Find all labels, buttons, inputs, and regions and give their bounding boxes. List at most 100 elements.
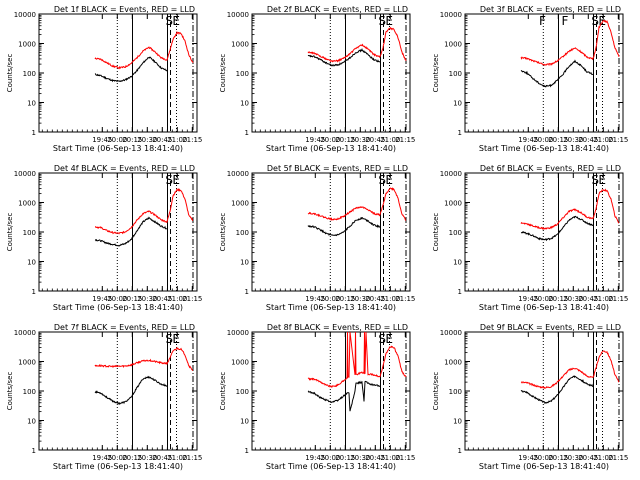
- y-tick-label: 10: [240, 418, 249, 426]
- axes-frame: [251, 172, 411, 292]
- x-tick-label: 20:45: [578, 295, 598, 303]
- x-tick-label: 21:00: [593, 295, 613, 303]
- x-tick-label: 21:15: [182, 295, 202, 303]
- y-tick-label: 100: [449, 388, 462, 396]
- x-axis-label: Start Time (06-Sep-13 18:41:40): [266, 144, 396, 153]
- panel-title: Det 8f BLACK = Events, RED = LLD: [267, 323, 408, 332]
- x-tick-label: 20:00: [107, 295, 127, 303]
- y-tick-label: 10: [240, 100, 249, 108]
- x-axis-label: Start Time (06-Sep-13 18:41:40): [479, 303, 609, 312]
- y-tick-label: 1: [458, 447, 462, 455]
- y-tick-label: 10: [27, 100, 36, 108]
- y-tick-label: 1: [458, 288, 462, 296]
- x-tick-label: 20:15: [122, 136, 142, 144]
- y-tick-label: 10: [453, 418, 462, 426]
- x-tick-label: 20:00: [320, 295, 340, 303]
- x-tick-label: 20:30: [350, 454, 370, 462]
- x-tick-label: 21:15: [182, 136, 202, 144]
- y-tick-label: 10: [27, 259, 36, 267]
- y-tick-label: 1: [245, 288, 249, 296]
- x-tick-label: 19:45: [92, 136, 112, 144]
- panel-det-7f: Det 7f BLACK = Events, RED = LLD 1 10 100 10…: [6, 323, 202, 471]
- x-tick-label: 19:45: [518, 136, 538, 144]
- series-line-lld: [94, 346, 194, 371]
- y-tick-label: 100: [449, 229, 462, 237]
- y-tick-label: 10000: [440, 11, 462, 19]
- x-tick-label: 20:00: [107, 454, 127, 462]
- region-label: F: [539, 14, 546, 28]
- x-tick-label: 20:45: [365, 454, 385, 462]
- y-axis-label: Counts/sec: [219, 372, 227, 411]
- x-tick-label: 20:45: [578, 454, 598, 462]
- region-label: E: [385, 332, 393, 346]
- x-tick-label: 21:00: [167, 136, 187, 144]
- series-line-events: [94, 375, 168, 406]
- y-tick-label: 10000: [227, 11, 249, 19]
- region-label: E: [172, 173, 180, 187]
- y-tick-label: 100: [23, 229, 36, 237]
- panel-title: Det 3f BLACK = Events, RED = LLD: [480, 5, 621, 14]
- x-axis-label: Start Time (06-Sep-13 18:41:40): [479, 462, 609, 471]
- region-label: E: [598, 14, 606, 28]
- y-tick-label: 10000: [14, 329, 36, 337]
- x-tick-label: 21:00: [380, 454, 400, 462]
- x-tick-label: 20:30: [137, 295, 157, 303]
- series-line-events: [94, 216, 168, 247]
- x-tick-label: 20:00: [320, 136, 340, 144]
- y-axis-label: Counts/sec: [432, 372, 440, 411]
- series-line-events: [520, 59, 594, 88]
- region-label: S: [591, 14, 599, 28]
- y-tick-label: 100: [23, 388, 36, 396]
- y-tick-label: 100: [236, 229, 249, 237]
- axes-frame: [38, 331, 198, 451]
- panel-title: Det 5f BLACK = Events, RED = LLD: [267, 164, 408, 173]
- series-line-events: [520, 375, 594, 405]
- series-line-lld: [94, 30, 194, 70]
- y-tick-label: 1000: [18, 359, 36, 367]
- panel-det-1f: Det 1f BLACK = Events, RED = LLD 1 10 100 10…: [6, 5, 202, 153]
- x-tick-label: 20:45: [152, 454, 172, 462]
- y-tick-label: 10000: [14, 11, 36, 19]
- x-tick-label: 19:45: [305, 454, 325, 462]
- y-tick-label: 1000: [444, 41, 462, 49]
- y-tick-label: 10: [453, 259, 462, 267]
- x-tick-label: 20:15: [335, 136, 355, 144]
- region-label: S: [378, 173, 386, 187]
- y-tick-label: 10: [27, 418, 36, 426]
- axes-frame: [38, 172, 198, 292]
- region-label: E: [598, 173, 606, 187]
- panel-det-2f: Det 2f BLACK = Events, RED = LLD 1 10 100 10…: [219, 5, 415, 153]
- y-axis-label: Counts/sec: [6, 213, 14, 252]
- y-tick-label: 1000: [444, 200, 462, 208]
- panel-title: Det 6f BLACK = Events, RED = LLD: [480, 164, 621, 173]
- y-tick-label: 1: [245, 447, 249, 455]
- x-axis-label: Start Time (06-Sep-13 18:41:40): [266, 303, 396, 312]
- panel-det-8f: Det 8f BLACK = Events, RED = LLD 1 10 100 10…: [219, 323, 415, 471]
- panel-det-4f: Det 4f BLACK = Events, RED = LLD 1 10 100 10…: [6, 164, 202, 312]
- x-tick-label: 21:15: [395, 136, 415, 144]
- x-tick-label: 20:15: [122, 454, 142, 462]
- y-tick-label: 10: [240, 259, 249, 267]
- y-tick-label: 1000: [231, 41, 249, 49]
- y-tick-label: 1: [32, 129, 36, 137]
- y-axis-label: Counts/sec: [432, 54, 440, 93]
- x-tick-label: 21:15: [608, 295, 628, 303]
- x-tick-label: 20:30: [350, 136, 370, 144]
- series-line-lld: [520, 188, 620, 230]
- x-tick-label: 19:45: [92, 295, 112, 303]
- series-line-lld: [307, 331, 407, 388]
- x-tick-label: 21:00: [380, 136, 400, 144]
- axes-frame: [464, 13, 624, 133]
- x-tick-label: 20:15: [548, 454, 568, 462]
- x-tick-label: 19:45: [518, 295, 538, 303]
- x-tick-label: 20:15: [122, 295, 142, 303]
- region-label: S: [378, 332, 386, 346]
- x-tick-label: 20:00: [533, 295, 553, 303]
- x-tick-label: 20:45: [152, 295, 172, 303]
- panel-title: Det 9f BLACK = Events, RED = LLD: [480, 323, 621, 332]
- axes-frame: [38, 13, 198, 133]
- region-label: F: [562, 14, 569, 28]
- panel-det-9f: Det 9f BLACK = Events, RED = LLD 1 10 100 10…: [432, 323, 628, 471]
- y-tick-label: 1: [245, 129, 249, 137]
- series-line-events: [307, 380, 381, 412]
